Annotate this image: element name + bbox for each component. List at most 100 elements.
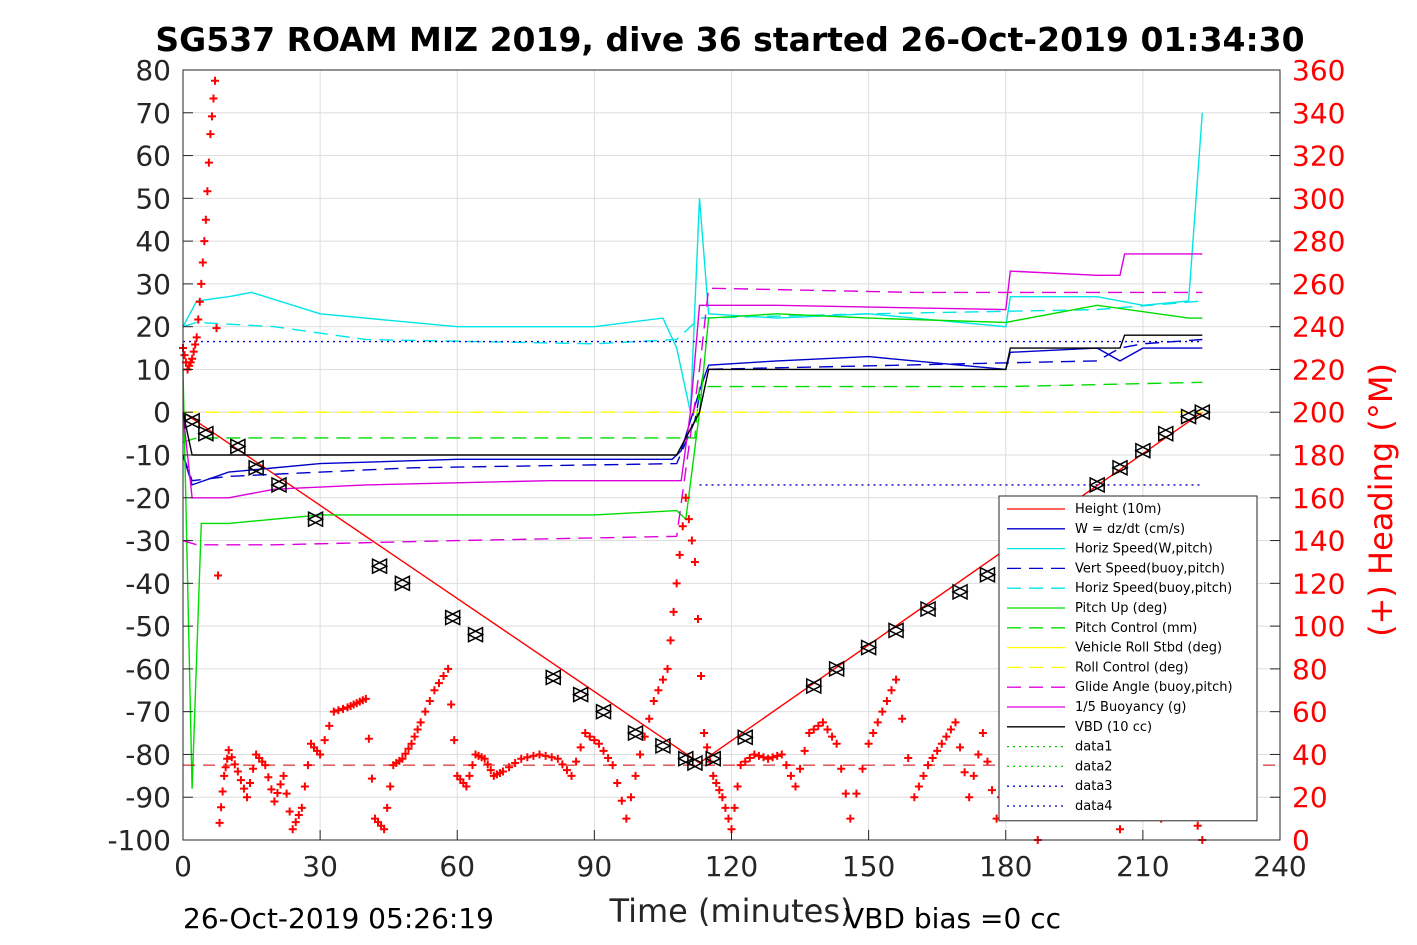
series-line (182, 347, 1203, 486)
y-right-tick-label: 40 (1292, 738, 1328, 771)
heading-point (703, 743, 712, 752)
heading-point (413, 725, 422, 734)
dive-marker-left (544, 669, 561, 686)
heading-point (951, 718, 960, 727)
heading-point (960, 768, 969, 777)
y-left-tick-label: -50 (125, 610, 171, 643)
heading-point (398, 754, 407, 763)
heading-point (462, 782, 471, 791)
heading-point (914, 782, 923, 791)
x-axis: 0 30 60 90 120 150 180 210 240 (174, 830, 1307, 883)
dive-marker-left (1134, 442, 1151, 459)
y-left-tick-label: 80 (135, 54, 171, 87)
heading-point (218, 787, 227, 796)
heading-point (486, 766, 495, 775)
heading-point (892, 675, 901, 684)
heading-point (924, 761, 933, 770)
y-left-tick-label: -100 (107, 824, 171, 857)
heading-point (736, 761, 745, 770)
legend-label: Glide Angle (buoy,pitch) (1075, 680, 1233, 695)
heading-point (191, 340, 200, 349)
heading-point (1116, 825, 1125, 834)
heading-point (242, 793, 251, 802)
heading-point (410, 732, 419, 741)
heading-point (553, 754, 562, 763)
y-axis-right: 3603403203002802602402202001801601401201… (1270, 54, 1345, 857)
heading-point (430, 686, 439, 695)
heading-point (270, 797, 279, 806)
heading-point (195, 297, 204, 306)
heading-point (468, 761, 477, 770)
heading-point (878, 707, 887, 716)
heading-point (764, 754, 773, 763)
legend-label: data1 (1075, 740, 1113, 755)
heading-point (200, 237, 209, 246)
dive-marker-left (594, 703, 612, 720)
heading-point (669, 607, 678, 616)
x-tick-label: 60 (439, 850, 475, 883)
heading-point (401, 749, 410, 758)
heading-point (898, 714, 907, 723)
heading-point (285, 807, 294, 816)
heading-point (282, 789, 291, 798)
heading-point (194, 315, 203, 324)
y-right-tick-label: 240 (1292, 311, 1345, 344)
heading-point (864, 739, 873, 748)
heading-point (558, 760, 567, 769)
heading-point (715, 786, 724, 795)
heading-point (505, 763, 514, 772)
heading-point (690, 557, 699, 566)
dive-marker-left (805, 677, 822, 695)
heading-point (663, 664, 672, 673)
heading-point (276, 780, 285, 789)
heading-point (622, 814, 631, 823)
heading-point (983, 757, 992, 766)
y-left-tick-label: 0 (153, 396, 171, 429)
y-left-tick-label: 30 (135, 268, 171, 301)
heading-point (197, 279, 206, 288)
series-line (182, 287, 1203, 546)
heading-point (724, 814, 733, 823)
dive-marker-left (393, 575, 411, 592)
heading-point (329, 707, 338, 716)
heading-point (741, 757, 750, 766)
heading-point (233, 767, 242, 776)
x-tick-label: 90 (577, 850, 613, 883)
series-line (182, 112, 1203, 413)
heading-point (613, 778, 622, 787)
heading-point (693, 614, 702, 623)
heading-point (204, 158, 213, 167)
heading-point (303, 761, 312, 770)
dive-marker-left (704, 750, 721, 767)
heading-point (599, 746, 608, 755)
heading-point (649, 696, 658, 705)
heading-point (721, 803, 730, 812)
heading-point (364, 734, 373, 743)
y-left-tick-label: 60 (135, 140, 171, 173)
dive-marker-left (919, 600, 936, 618)
heading-point (214, 571, 223, 580)
legend-label: Height (10m) (1075, 502, 1161, 517)
heading-point (207, 112, 216, 121)
heading-point (535, 750, 544, 759)
heading-point (236, 776, 245, 785)
heading-point (209, 94, 218, 103)
heading-point (425, 696, 434, 705)
heading-point (818, 718, 827, 727)
heading-point (805, 729, 814, 738)
heading-point (846, 814, 855, 823)
y-right-tick-label: 60 (1292, 696, 1328, 729)
dive-marker-left (978, 566, 996, 583)
legend-label: data2 (1075, 759, 1113, 774)
heading-point (567, 771, 576, 780)
dive-marker-left (270, 476, 287, 494)
heading-point (768, 753, 777, 762)
heading-point (745, 754, 754, 763)
y-left-tick-label: -40 (125, 567, 171, 600)
dive-marker-left (859, 639, 877, 656)
heading-point (700, 729, 709, 738)
legend-label: Horiz Speed(W,pitch) (1075, 542, 1213, 557)
heading-point (887, 686, 896, 695)
heading-point (718, 793, 727, 802)
